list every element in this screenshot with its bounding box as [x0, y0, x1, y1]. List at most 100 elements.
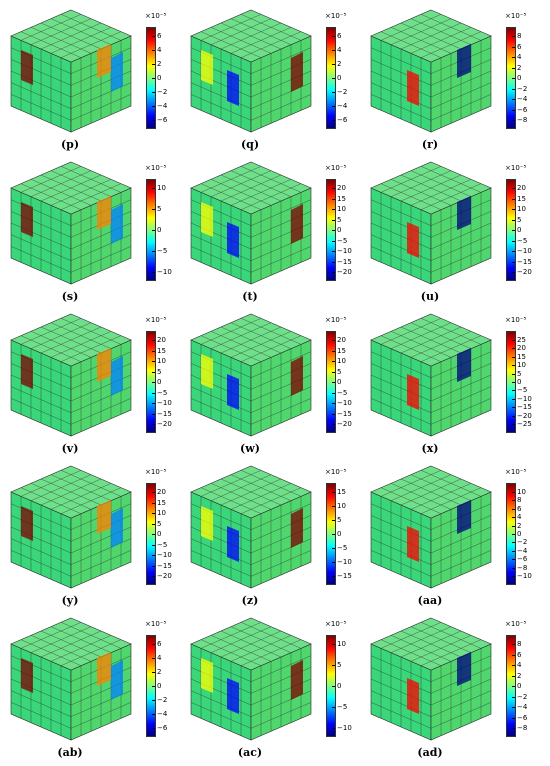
- colorbar-tick-label: −2: [151, 696, 168, 704]
- colorbar-ticks: 10 5 0 −5 −10: [331, 636, 365, 736]
- colorbar-tick-label: 0: [511, 530, 522, 538]
- colorbar-tick-label: −2: [511, 538, 528, 547]
- colorbar-tick-label: 10: [512, 361, 526, 370]
- cube-render: [370, 313, 492, 437]
- colorbar-tick-label: −5: [151, 388, 168, 397]
- colorbar: [146, 331, 156, 433]
- colorbar-exponent: ×10⁻⁵: [505, 164, 527, 172]
- colorbar-exponent: ×10⁻⁵: [145, 12, 167, 20]
- colorbar-tick-label: 15: [152, 346, 166, 355]
- colorbar-tick-label: −4: [151, 710, 168, 718]
- cube-render: [190, 161, 312, 285]
- colorbar-tick-label: 0: [151, 530, 162, 538]
- colorbar-exponent: ×10⁻⁵: [325, 468, 347, 476]
- colorbar-ticks: 8 6 4 2 0 −2 −4 −6 −8: [511, 28, 545, 128]
- colorbar-tick-label: 25: [512, 336, 526, 344]
- colorbar-tick-label: −5: [511, 386, 528, 395]
- colorbar-tick-label: 2: [511, 521, 522, 530]
- colorbar-tick-label: 0: [511, 378, 522, 386]
- colorbar: [326, 27, 336, 129]
- panel-label: (p): [60, 138, 80, 151]
- colorbar-exponent: ×10⁻⁵: [145, 468, 167, 476]
- colorbar-tick-label: 0: [151, 74, 162, 82]
- colorbar: [506, 331, 516, 433]
- cube-render: [370, 465, 492, 589]
- colorbar-tick-label: 6: [151, 32, 162, 40]
- colorbar-tick-label: −15: [512, 257, 532, 266]
- colorbar-tick-label: −15: [512, 403, 532, 412]
- colorbar-tick-label: 2: [331, 60, 342, 68]
- cube-render: [190, 9, 312, 133]
- colorbar-tick-label: −4: [511, 95, 528, 103]
- colorbar-tick-label: −4: [511, 703, 528, 711]
- figure-panel: ×10⁻⁵ 10 5 0 −5 −10 (s): [5, 156, 185, 306]
- colorbar-tick-label: −10: [332, 399, 352, 407]
- cube-render: [10, 9, 132, 133]
- colorbar-tick-label: −6: [331, 116, 348, 124]
- panel-label: (aa): [417, 594, 443, 607]
- colorbar-tick-label: 2: [511, 63, 522, 72]
- colorbar-exponent: ×10⁻⁵: [325, 316, 347, 324]
- colorbar-tick-label: −8: [511, 563, 528, 572]
- figure-panel: ×10⁻⁵ 8 6 4 2 0 −2 −4 −6 −8 (r): [365, 4, 545, 154]
- colorbar-tick-label: 20: [512, 344, 526, 353]
- colorbar-tick-label: 4: [511, 661, 522, 669]
- colorbar-tick-label: −10: [332, 558, 352, 566]
- colorbar-tick-label: −20: [512, 268, 532, 276]
- colorbar-tick-label: 15: [332, 488, 346, 496]
- colorbar-tick-label: 10: [512, 205, 526, 213]
- colorbar-tick-label: 6: [511, 42, 522, 51]
- colorbar-tick-label: −2: [331, 88, 348, 96]
- colorbar-tick-label: 4: [511, 53, 522, 61]
- colorbar-tick-label: 2: [151, 60, 162, 68]
- colorbar-tick-label: 6: [511, 504, 522, 513]
- colorbar-ticks: 15 10 5 0 −5 −10 −15: [331, 484, 365, 584]
- colorbar-ticks: 20 15 10 5 0 −5 −10 −15 −20: [331, 332, 365, 432]
- colorbar-tick-label: 5: [331, 661, 342, 669]
- colorbar-tick-label: 0: [331, 530, 342, 538]
- colorbar-tick-label: 6: [331, 32, 342, 40]
- colorbar-tick-label: −15: [332, 572, 352, 580]
- figure-panel: ×10⁻⁵ 6 4 2 0 −2 −4 −6 (p): [5, 4, 185, 154]
- colorbar-exponent: ×10⁻⁵: [145, 164, 167, 172]
- colorbar-tick-label: 0: [151, 682, 162, 690]
- colorbar-tick-label: −2: [511, 692, 528, 701]
- cube-render: [190, 617, 312, 741]
- colorbar-tick-label: 15: [512, 352, 526, 361]
- figure-panel: ×10⁻⁵ 8 6 4 2 0 −2 −4 −6 −8 (ad): [365, 612, 545, 762]
- colorbar-tick-label: 5: [331, 215, 342, 224]
- colorbar-tick-label: 15: [332, 194, 346, 203]
- colorbar-tick-label: 10: [332, 502, 346, 510]
- figure-panel: ×10⁻⁵ 20 15 10 5 0 −5 −10 −15 −20 (w): [185, 308, 365, 458]
- cube-render: [370, 617, 492, 741]
- colorbar-tick-label: −6: [511, 713, 528, 722]
- panel-label: (ad): [417, 746, 443, 759]
- panel-label: (z): [241, 594, 259, 607]
- colorbar-ticks: 20 15 10 5 0 −5 −10 −15 −20: [331, 180, 365, 280]
- colorbar-tick-label: 0: [511, 74, 522, 82]
- figure-panel: ×10⁻⁵ 6 4 2 0 −2 −4 −6 (ab): [5, 612, 185, 762]
- colorbar-tick-label: −15: [152, 561, 172, 570]
- colorbar-tick-label: −8: [511, 116, 528, 124]
- colorbar-ticks: 20 15 10 5 0 −5 −10 −15 −20: [151, 332, 185, 432]
- figure-panel: ×10⁻⁵ 6 4 2 0 −2 −4 −6 (q): [185, 4, 365, 154]
- colorbar: [146, 179, 156, 281]
- colorbar: [326, 635, 336, 737]
- colorbar-tick-label: −10: [332, 724, 352, 732]
- colorbar-exponent: ×10⁻⁵: [505, 620, 527, 628]
- colorbar-tick-label: 20: [152, 336, 166, 344]
- colorbar-ticks: 25 20 15 10 5 0 −5 −10 −15 −20 −25: [511, 332, 545, 432]
- colorbar-tick-label: −5: [331, 544, 348, 552]
- panel-label: (r): [421, 138, 439, 151]
- colorbar-tick-label: 0: [511, 226, 522, 234]
- colorbar-tick-label: 4: [331, 46, 342, 54]
- colorbar-tick-label: −10: [152, 268, 172, 276]
- panel-label: (w): [240, 442, 260, 455]
- figure-panel: ×10⁻⁵ 20 15 10 5 0 −5 −10 −15 −20 (u): [365, 156, 545, 306]
- colorbar-tick-label: −15: [152, 409, 172, 418]
- panel-label: (s): [61, 290, 79, 303]
- colorbar-tick-label: 10: [332, 357, 346, 365]
- colorbar-exponent: ×10⁻⁵: [145, 316, 167, 324]
- colorbar-tick-label: 4: [511, 513, 522, 522]
- colorbar-tick-label: −10: [152, 551, 172, 559]
